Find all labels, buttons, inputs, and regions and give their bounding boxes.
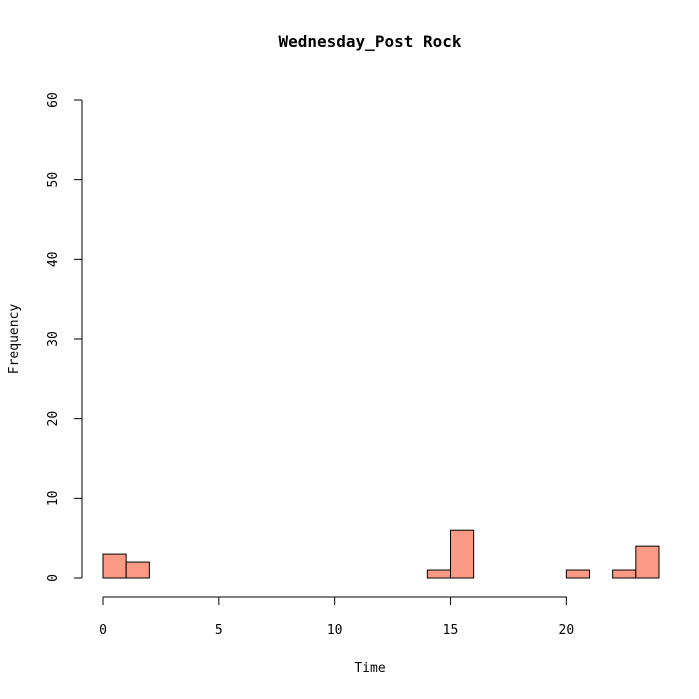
y-axis-label: Frequency [7, 304, 22, 375]
histogram-bar [450, 529, 475, 579]
histogram-bar [565, 569, 590, 579]
x-axis: 0 5 10 15 20 [99, 596, 575, 638]
chart-title: Wednesday_Post Rock [278, 32, 461, 51]
y-tick-label: 10 [46, 491, 61, 507]
y-tick-label: 50 [46, 172, 61, 188]
histogram-bar [102, 553, 127, 579]
y-axis: 0 10 20 30 40 50 60 [46, 92, 83, 582]
y-tick-label: 60 [46, 92, 61, 108]
histogram-bar [635, 545, 660, 579]
y-tick-label: 20 [46, 411, 61, 427]
x-tick-label: 0 [99, 623, 107, 638]
x-tick-label: 10 [327, 623, 343, 638]
x-tick-label: 20 [559, 623, 575, 638]
y-tick-label: 0 [46, 574, 61, 582]
histogram-bar [426, 569, 452, 579]
x-tick-label: 5 [215, 623, 223, 638]
y-tick-label: 40 [46, 252, 61, 268]
histogram-bars [102, 529, 660, 579]
x-axis-label: Time [354, 661, 385, 676]
histogram-bar [612, 569, 637, 579]
y-tick-label: 30 [46, 331, 61, 347]
histogram-bar [125, 561, 150, 579]
x-tick-label: 15 [443, 623, 459, 638]
